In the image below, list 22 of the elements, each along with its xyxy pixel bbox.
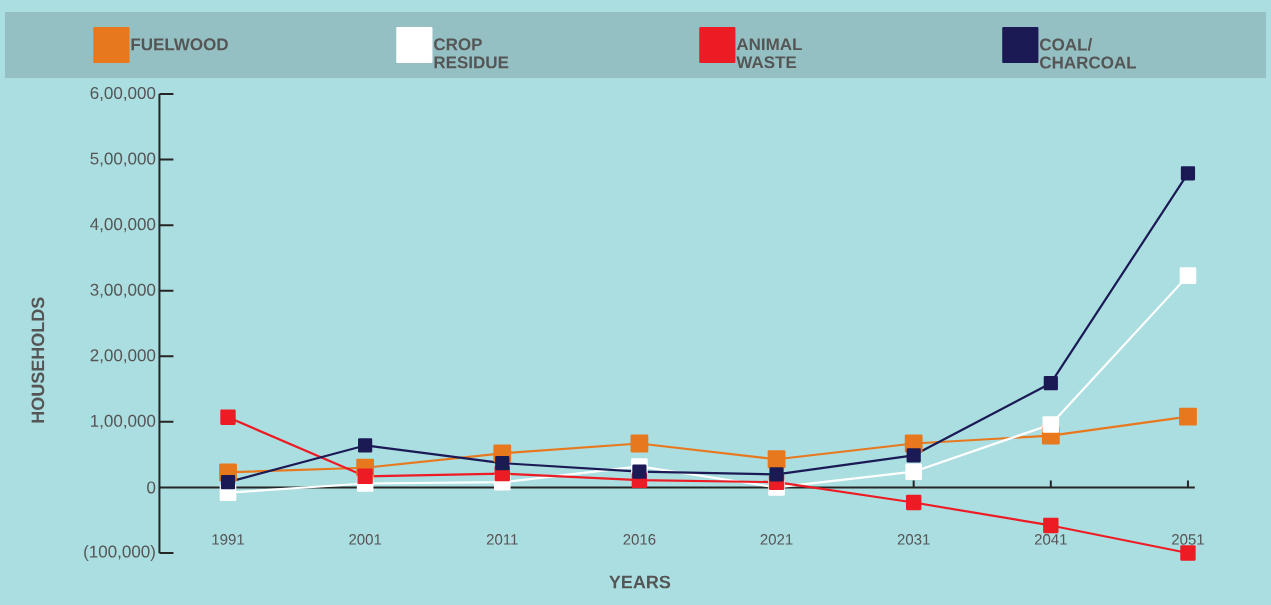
y-tick-label: 0: [147, 481, 156, 494]
x-tick-label: 2011: [486, 534, 518, 545]
y-tick-label: 3,00,000: [90, 283, 156, 298]
x-tick-label: 2051: [1172, 534, 1204, 545]
x-tick-label: 2031: [897, 534, 930, 545]
y-tick-label: 1,00,000: [91, 414, 156, 429]
legend-label: COAL/ CHARCOAL: [1040, 38, 1137, 69]
x-tick-label: 2016: [623, 534, 656, 545]
legend-label: CROP RESIDUE: [434, 38, 509, 69]
x-tick-label: 1991: [212, 534, 244, 545]
y-tick-label: 6,00,000: [90, 86, 156, 102]
x-tick-label: 2041: [1034, 534, 1067, 545]
y-axis-title: HOUSEHOLDS: [31, 297, 45, 423]
x-tick-label: 2001: [349, 534, 382, 545]
y-tick-label: (100,000): [84, 545, 155, 561]
y-tick-label: 4,00,000: [90, 218, 156, 233]
legend-label: FUELWOOD: [131, 38, 228, 51]
x-axis-title: YEARS: [609, 575, 671, 589]
y-tick-label: 2,00,000: [90, 349, 156, 364]
y-tick-label: 5,00,000: [90, 152, 156, 167]
legend-label: ANIMAL WASTE: [736, 38, 802, 69]
x-tick-label: 2021: [760, 534, 793, 545]
